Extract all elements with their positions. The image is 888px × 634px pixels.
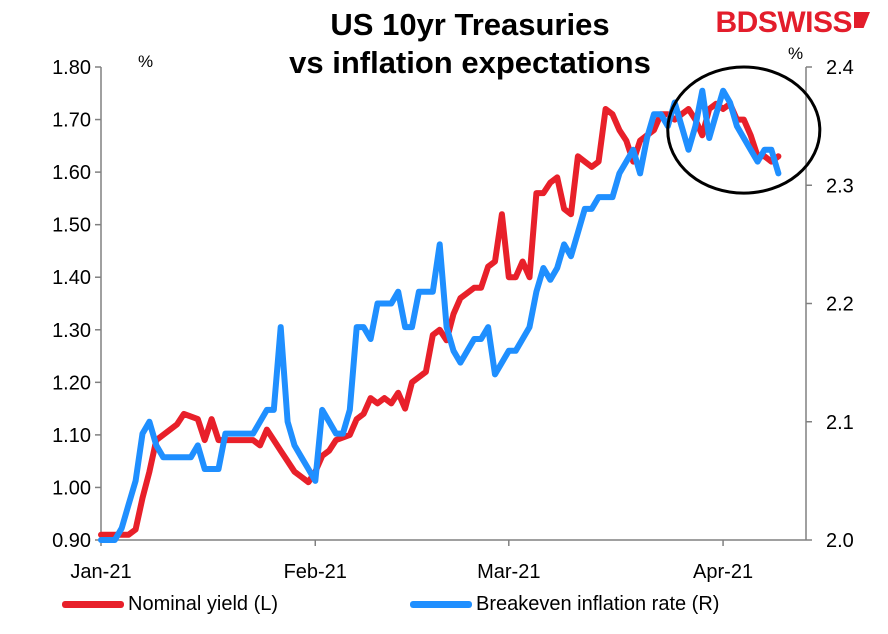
series-line-breakeven: [98, 87, 782, 543]
x-tick-label: Jan-21: [70, 561, 131, 583]
x-tick-label: Feb-21: [284, 561, 347, 583]
right-tick-label: 2.1: [826, 412, 854, 434]
left-axis-unit: %: [138, 52, 154, 71]
right-tick-label: 2.3: [826, 175, 854, 197]
annotation-ellipse: [666, 65, 822, 195]
legend-label-nominal-yield: Nominal yield (L): [128, 593, 279, 615]
left-tick-label: 1.60: [52, 162, 91, 184]
right-tick-label: 2.2: [826, 294, 854, 316]
x-tick-label: Apr-21: [693, 561, 753, 583]
legend-item-nominal-yield: Nominal yield (L): [62, 593, 278, 616]
legend-swatch-red: [62, 601, 124, 609]
bdswiss-logo: BDSWISS: [715, 6, 870, 40]
left-tick-label: 1.50: [52, 215, 91, 237]
legend-label-breakeven: Breakeven inflation rate (R): [476, 593, 720, 615]
legend-item-breakeven: Breakeven inflation rate (R): [410, 593, 719, 616]
logo-part-bd: BD: [715, 6, 758, 39]
left-tick-label: 1.20: [52, 372, 91, 394]
chart-title-line-1: US 10yr Treasuries: [330, 7, 610, 42]
logo-part-swiss: SWISS: [757, 6, 853, 39]
left-tick-label: 1.70: [52, 110, 91, 132]
left-tick-label: 0.90: [52, 530, 91, 552]
left-tick-label: 1.40: [52, 267, 91, 289]
right-tick-label: 2.4: [826, 57, 854, 79]
right-axis-unit: %: [788, 44, 804, 63]
left-tick-label: 1.80: [52, 57, 91, 79]
chart-title-line-2: vs inflation expectations: [289, 45, 651, 80]
right-tick-label: 2.0: [826, 530, 854, 552]
left-tick-label: 1.00: [52, 477, 91, 499]
legend-swatch-blue: [410, 601, 472, 609]
left-tick-label: 1.10: [52, 425, 91, 447]
left-tick-label: 1.30: [52, 320, 91, 342]
logo-flag-icon: [854, 12, 870, 28]
x-tick-label: Mar-21: [477, 561, 540, 583]
chart-title: US 10yr Treasuries vs inflation expectat…: [200, 6, 740, 82]
